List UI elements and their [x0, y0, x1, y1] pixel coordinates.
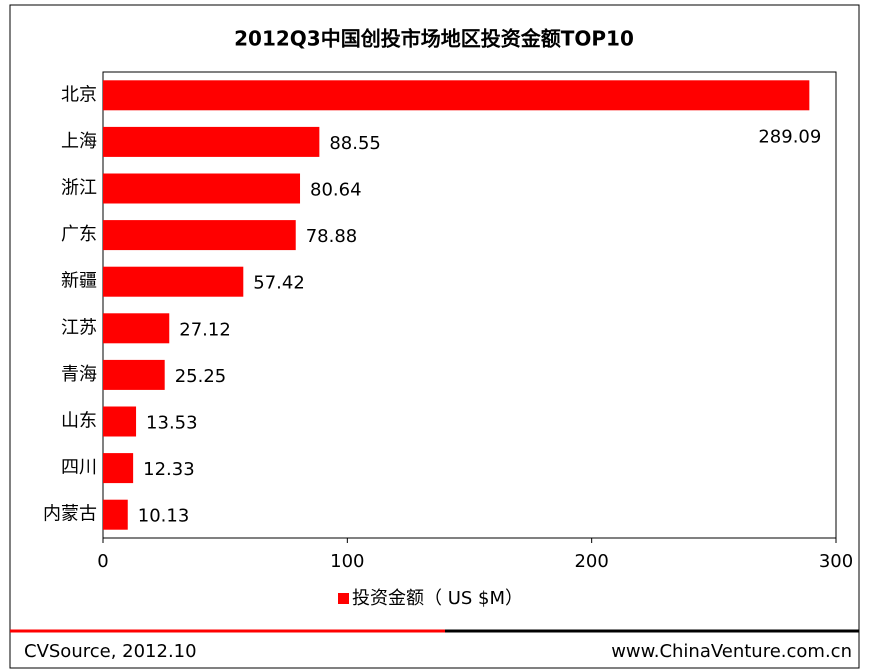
- y-tick-label: 广东: [61, 224, 97, 245]
- source: CVSource, 2012.10: [24, 641, 197, 662]
- y-tick-label: 江苏: [61, 317, 97, 338]
- y-tick-label: 内蒙古: [43, 504, 97, 525]
- bar: [103, 313, 170, 344]
- bar: [103, 359, 165, 390]
- y-tick-label: 上海: [61, 131, 97, 152]
- bar: [103, 173, 301, 204]
- bar: [103, 266, 244, 297]
- bar: [103, 80, 810, 111]
- legend-label: 投资金额（ US $M）: [352, 588, 523, 609]
- y-tick-label: 青海: [61, 364, 97, 385]
- data-label: 80.64: [310, 180, 362, 201]
- data-label: 10.13: [138, 506, 190, 527]
- y-tick-label: 山东: [61, 411, 97, 432]
- bar: [103, 126, 320, 157]
- y-tick-label: 四川: [61, 457, 97, 478]
- data-label: 25.25: [175, 366, 227, 387]
- website: www.ChinaVenture.com.cn: [611, 641, 852, 662]
- legend-swatch: [338, 593, 349, 604]
- bar: [103, 220, 296, 251]
- x-tick-label: 300: [819, 551, 853, 572]
- bar: [103, 499, 128, 530]
- bar: [103, 406, 137, 437]
- plot-frame: [102, 71, 837, 539]
- bar: [103, 453, 134, 484]
- x-tick-label: 0: [97, 551, 108, 572]
- data-label: 27.12: [179, 319, 231, 340]
- chart-title: 2012Q3中国创投市场地区投资金额TOP10: [234, 27, 634, 51]
- y-tick-label: 浙江: [61, 178, 97, 199]
- data-label: 57.42: [253, 273, 305, 294]
- data-label: 88.55: [329, 133, 381, 154]
- data-label: 13.53: [146, 413, 198, 434]
- x-tick-label: 200: [574, 551, 608, 572]
- data-label: 78.88: [306, 226, 358, 247]
- y-tick-label: 新疆: [61, 271, 97, 292]
- x-tick-label: 100: [330, 551, 364, 572]
- y-tick-label: 北京: [61, 84, 97, 105]
- data-label: 289.09: [758, 126, 821, 147]
- data-label: 12.33: [143, 459, 195, 480]
